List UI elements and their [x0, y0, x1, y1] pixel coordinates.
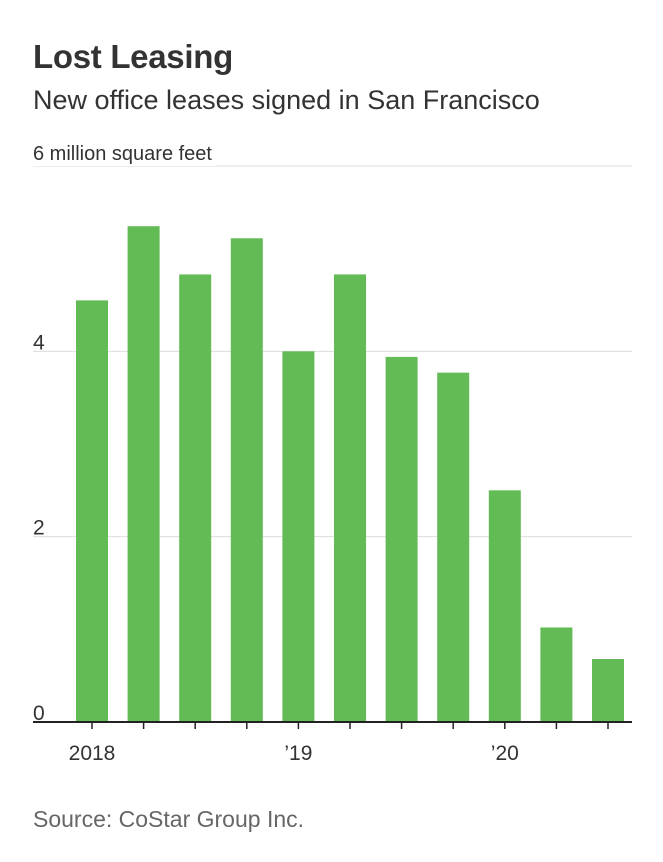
y-axis-unit-label: 6 million square feet	[33, 143, 216, 166]
x-tick-label: ’20	[491, 742, 519, 765]
bar	[334, 274, 366, 722]
bar	[230, 238, 263, 722]
chart-subtitle: New office leases signed in San Francisc…	[33, 85, 540, 115]
bar	[540, 627, 573, 722]
bar	[127, 226, 160, 722]
x-tick-label: 2018	[69, 742, 116, 765]
bar	[385, 356, 418, 722]
bar	[437, 372, 470, 722]
y-tick-label: 2	[33, 517, 45, 540]
bar	[592, 658, 624, 722]
y-tick-label: 0	[33, 702, 45, 725]
bar	[76, 300, 108, 722]
bar	[488, 490, 521, 722]
chart-title: Lost Leasing	[33, 38, 233, 75]
x-tick-label: ’19	[284, 742, 312, 765]
bar	[179, 274, 212, 722]
bar	[282, 351, 315, 722]
source-note: Source: CoStar Group Inc.	[33, 806, 305, 832]
y-tick-label: 4	[33, 331, 45, 354]
